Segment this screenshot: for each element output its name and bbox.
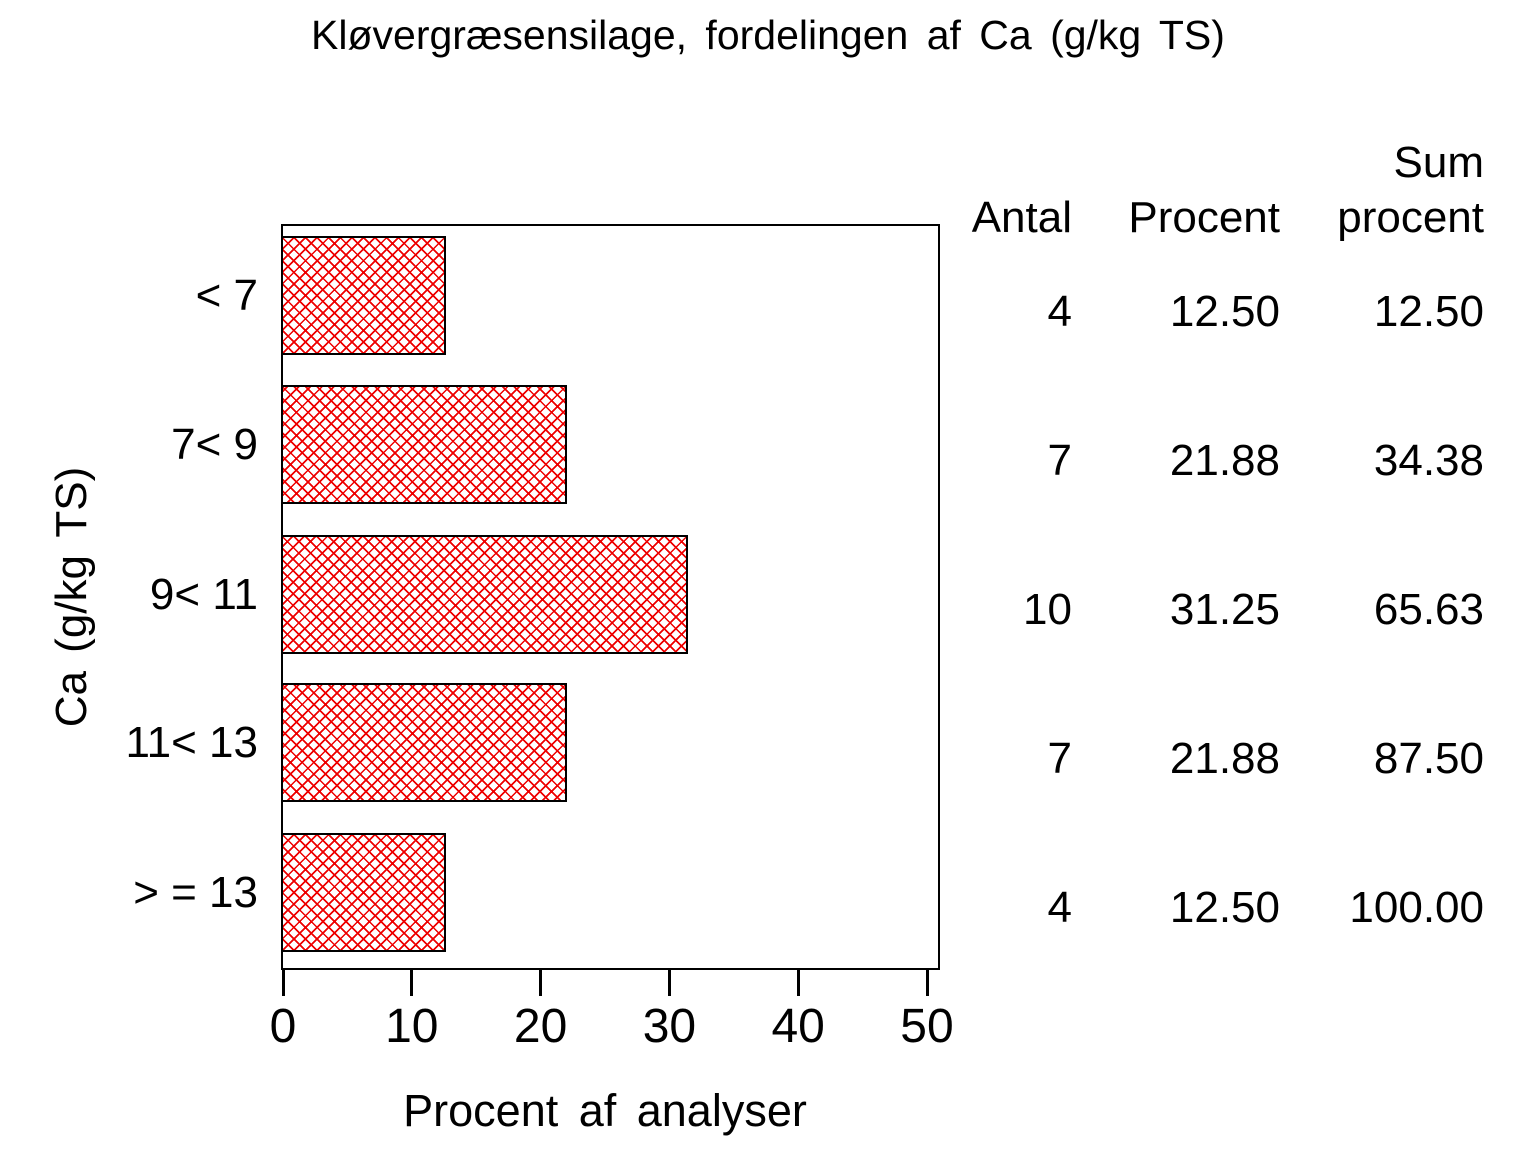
cell-sum: 100.00 [1349,883,1484,932]
x-axis-tick [281,970,285,996]
table-row: 7 21.88 34.38 [940,435,1484,487]
chart-title: Kløvergræsensilage, fordelingen af Ca (g… [311,12,1225,58]
x-axis-tick [667,970,671,996]
bar-9-11 [281,535,688,654]
x-tick-label: 50 [900,1000,954,1053]
cell-antal: 7 [1047,734,1072,783]
cell-antal: 4 [1047,883,1072,932]
bar-11-13 [281,683,567,802]
bar-lt-7 [281,236,446,355]
y-tick-label: 11< 13 [125,718,258,767]
x-axis-tick [539,970,543,996]
x-axis-tick [796,970,800,996]
x-tick-label: 30 [642,1000,697,1053]
cell-procent: 12.50 [1169,287,1280,336]
table-row: 4 12.50 12.50 [940,286,1484,338]
cell-sum: 34.38 [1373,436,1484,485]
table-header-row: Antal Procent procent [940,192,1484,244]
column-header-sum-procent: procent [1337,193,1484,242]
column-header-antal: Antal [971,193,1072,242]
y-tick-label: > = 13 [133,868,258,917]
cell-sum: 87.50 [1373,734,1484,783]
column-header-procent: Procent [1128,193,1280,242]
column-header-sum: Sum [1393,138,1484,187]
cell-antal: 4 [1047,287,1072,336]
bar-7-9 [281,385,567,504]
x-tick-label: 0 [269,1000,297,1053]
x-axis-title: Procent af analyser [403,1085,807,1136]
table-row: 7 21.88 87.50 [940,733,1484,785]
cell-antal: 10 [1023,585,1072,634]
table-header-sum-line1: Sum [940,137,1484,189]
x-tick-label: 40 [771,1000,825,1053]
x-axis-tick [410,970,414,996]
cell-sum: 12.50 [1373,287,1484,336]
x-axis-tick [925,970,929,996]
y-tick-label: < 7 [195,271,258,320]
cell-procent: 12.50 [1169,883,1280,932]
table-row: 4 12.50 100.00 [940,882,1484,934]
cell-sum: 65.63 [1373,585,1484,634]
bar-gte-13 [281,833,446,952]
y-tick-label: 7< 9 [171,420,258,469]
x-tick-label: 20 [513,1000,568,1053]
cell-procent: 31.25 [1169,585,1280,634]
cell-procent: 21.88 [1169,436,1280,485]
y-tick-label: 9< 11 [149,570,258,619]
cell-procent: 21.88 [1169,734,1280,783]
plot-frame [281,224,940,970]
table-row: 10 31.25 65.63 [940,584,1484,636]
cell-antal: 7 [1047,436,1072,485]
x-tick-label: 10 [385,1000,439,1053]
